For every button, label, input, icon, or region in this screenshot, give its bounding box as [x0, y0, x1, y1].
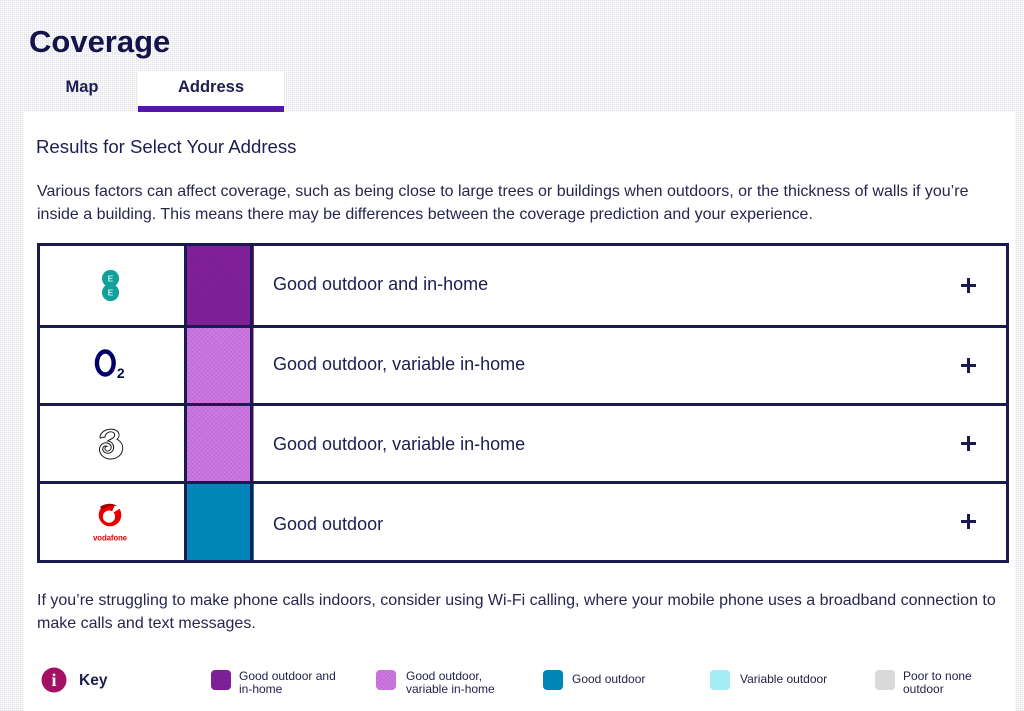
svg-text:E: E	[108, 274, 114, 284]
svg-text:2: 2	[117, 365, 125, 381]
svg-text:E: E	[108, 288, 114, 298]
svg-text:vodafone: vodafone	[93, 534, 128, 543]
svg-text:i: i	[51, 670, 56, 690]
